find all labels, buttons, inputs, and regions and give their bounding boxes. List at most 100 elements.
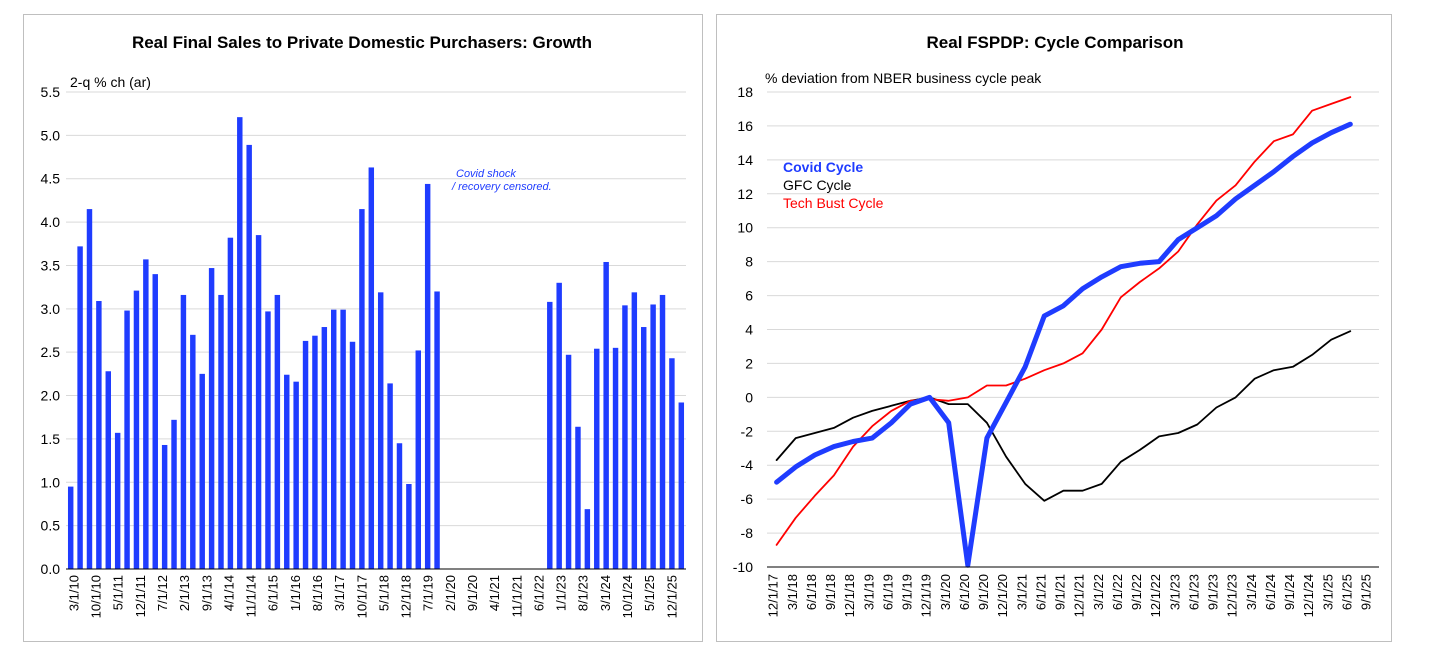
right-x-tick-label: 9/1/22 [1129, 574, 1144, 610]
bar [208, 268, 215, 569]
right-x-tick-label: 3/1/20 [938, 574, 953, 610]
left-x-tick-label: 2/1/13 [177, 575, 192, 611]
covid-annotation-line2: / recovery censored. [451, 181, 552, 193]
right-y-tick-label: 4 [745, 322, 753, 338]
left-x-tick-label: 6/1/22 [531, 575, 546, 611]
right-x-tick-label: 6/1/23 [1186, 574, 1201, 610]
bar [265, 311, 271, 569]
bar-chart-svg: Real Final Sales to Private Domestic Pur… [41, 33, 686, 618]
bar [152, 274, 158, 569]
bar [161, 444, 168, 569]
bar [340, 309, 346, 569]
left-x-tick-label: 8/1/16 [310, 575, 325, 611]
bar [312, 335, 318, 569]
right-x-tick-label: 12/1/19 [919, 574, 934, 617]
bar [302, 340, 309, 569]
bar [359, 209, 365, 569]
bar [237, 117, 243, 569]
left-x-tick-label: 12/1/18 [399, 575, 414, 618]
bar [612, 347, 619, 569]
right-y-tick-label: 16 [737, 118, 753, 134]
left-x-tick-label: 5/1/11 [111, 575, 126, 610]
legend-covid-cycle: Covid Cycle [783, 159, 863, 175]
left-x-tick-label: 9/1/20 [465, 575, 480, 611]
right-y-tick-label: -2 [741, 423, 754, 439]
right-x-tick-label: 3/1/22 [1091, 574, 1106, 610]
left-x-tick-label: 6/1/15 [266, 575, 281, 611]
right-x-tick-label: 6/1/22 [1110, 574, 1125, 610]
bar [575, 426, 581, 569]
right-y-tick-label: 0 [745, 389, 753, 405]
right-x-tick-label: 12/1/22 [1148, 574, 1163, 617]
bar [556, 282, 562, 569]
bar [584, 509, 591, 569]
left-x-tick-label: 4/1/21 [487, 575, 502, 611]
left-x-tick-label: 5/1/25 [642, 575, 657, 611]
left-y-tick-label: 0.0 [41, 561, 61, 577]
left-x-tick-label: 3/1/17 [332, 575, 347, 611]
bar [124, 310, 130, 569]
right-x-tick-label: 6/1/21 [1033, 574, 1048, 610]
bar [227, 237, 234, 569]
right-x-tick-label: 6/1/24 [1263, 574, 1278, 610]
right-y-tick-label: 2 [745, 355, 753, 371]
right-x-tick-label: 9/1/19 [900, 574, 915, 610]
bar [349, 341, 356, 569]
right-x-tick-label: 9/1/25 [1359, 574, 1374, 610]
legend-gfc-cycle: GFC Cycle [783, 177, 852, 193]
bar [669, 358, 675, 569]
bar [547, 301, 553, 569]
bar [565, 354, 572, 569]
left-y-tick-label: 3.0 [41, 301, 61, 317]
right-x-tick-labels: 12/1/17 3/1/18 6/1/18 9/1/18 12/1/18 3/1/19 6/… [766, 574, 1374, 617]
left-x-tick-label: 7/1/12 [155, 575, 170, 611]
bar [246, 144, 252, 570]
covid-annotation-line1: Covid shock [456, 168, 516, 180]
bar [96, 301, 102, 569]
right-y-tick-label: 14 [737, 152, 753, 168]
left-y-unit-label: 2-q % ch (ar) [70, 74, 151, 90]
left-x-tick-label: 10/1/17 [354, 575, 369, 618]
left-x-tick-label: 12/1/11 [133, 575, 148, 617]
right-x-tick-label: 3/1/25 [1320, 574, 1335, 610]
left-x-tick-label: 11/1/14 [244, 575, 259, 617]
left-y-tick-label: 2.0 [41, 388, 61, 404]
right-y-tick-label: 10 [737, 220, 753, 236]
bar [143, 259, 149, 569]
bar [631, 292, 638, 569]
bar [105, 371, 111, 569]
bar [77, 246, 83, 569]
bar [406, 484, 412, 569]
right-lines [774, 96, 1353, 568]
bar [641, 327, 647, 569]
right-chart-panel: Real FSPDP: Cycle Comparison % deviation… [716, 14, 1392, 642]
left-x-tick-label: 1/1/23 [554, 575, 569, 611]
left-y-tick-label: 0.5 [41, 518, 61, 534]
right-x-tick-label: 3/1/23 [1167, 574, 1182, 610]
left-x-tick-label: 2/1/20 [443, 575, 458, 611]
series-line-tech-bust-cycle [775, 96, 1352, 546]
bar [603, 261, 609, 569]
series-line-covid-cycle [774, 121, 1353, 568]
left-y-tick-label: 3.5 [41, 257, 61, 273]
left-x-tick-label: 10/1/10 [89, 575, 104, 618]
right-y-tick-label: 18 [737, 84, 753, 100]
bar [274, 294, 281, 569]
bar [171, 419, 177, 569]
right-y-tick-label: 8 [745, 254, 753, 270]
right-x-tick-label: 3/1/24 [1244, 574, 1259, 610]
right-x-tick-label: 12/1/23 [1225, 574, 1240, 617]
right-x-tick-label: 9/1/21 [1053, 574, 1068, 610]
bar [321, 327, 328, 569]
bar [190, 334, 196, 569]
right-x-tick-label: 6/1/25 [1339, 574, 1354, 610]
left-x-tick-label: 9/1/13 [199, 575, 214, 611]
left-y-tick-label: 5.0 [41, 127, 61, 143]
right-x-tick-label: 6/1/20 [957, 574, 972, 610]
bar [387, 383, 393, 569]
legend-tech-bust-cycle: Tech Bust Cycle [783, 195, 884, 211]
right-x-tick-label: 6/1/18 [804, 574, 819, 610]
left-chart-panel: Real Final Sales to Private Domestic Pur… [23, 14, 703, 642]
right-x-tick-label: 12/1/20 [995, 574, 1010, 617]
left-y-tick-label: 4.0 [41, 214, 61, 230]
